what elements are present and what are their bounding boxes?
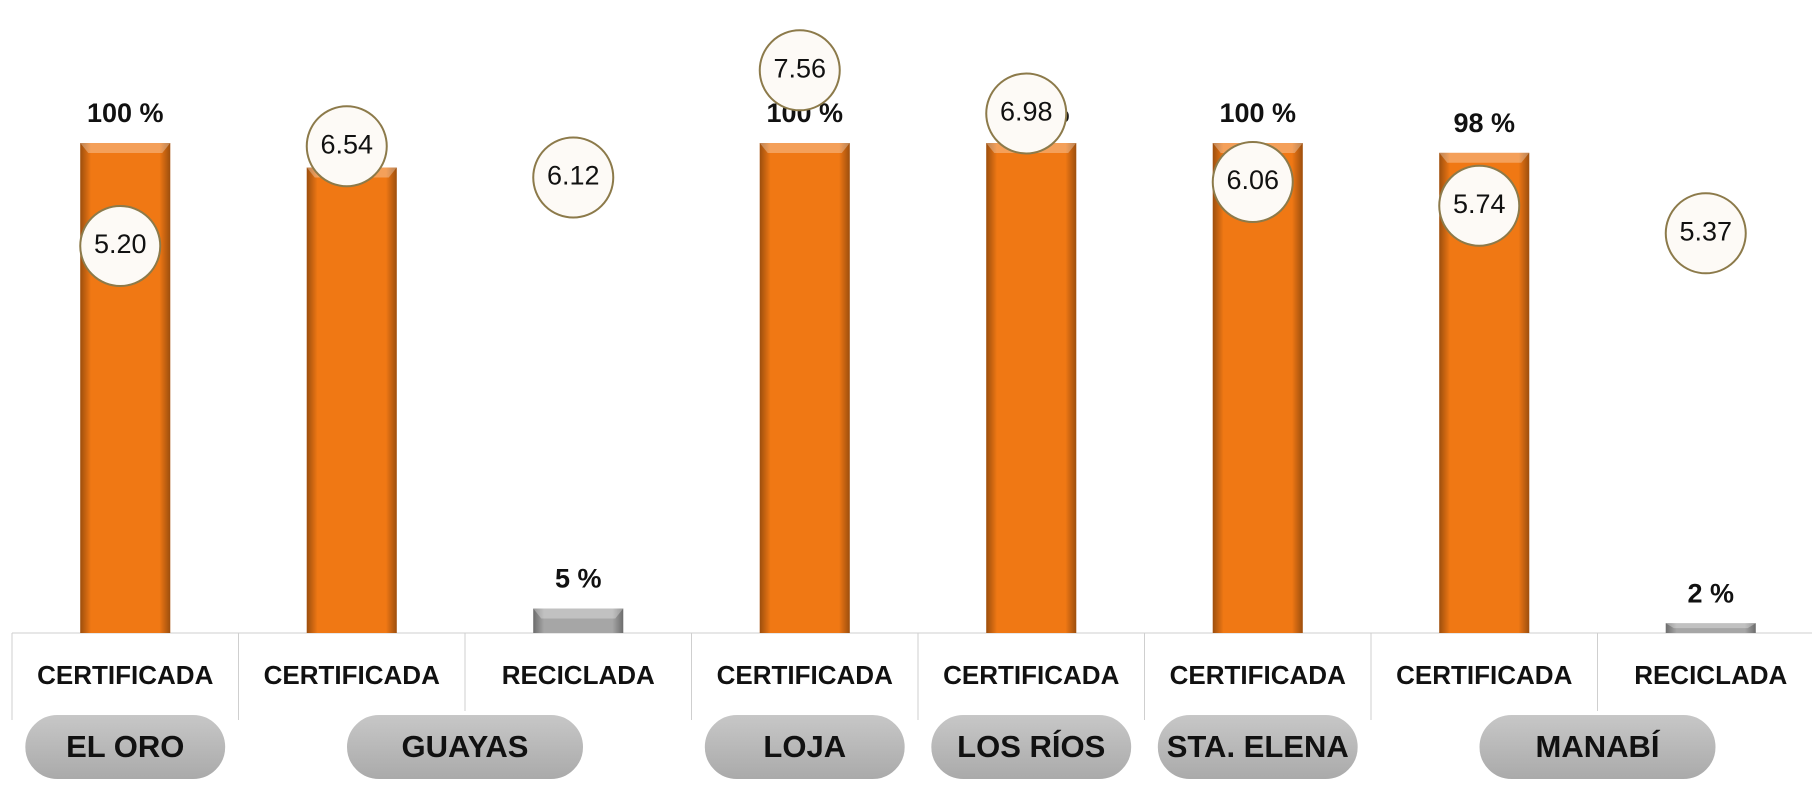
circle-label: 5.37 <box>1679 216 1732 246</box>
category-label: RECICLADA <box>502 660 655 690</box>
category-label: CERTIFICADA <box>1396 660 1572 690</box>
category-label: CERTIFICADA <box>1170 660 1346 690</box>
circle-label: 6.54 <box>320 129 373 159</box>
bar-shade <box>1212 143 1303 633</box>
group-label: LOJA <box>763 729 846 764</box>
category-label: CERTIFICADA <box>943 660 1119 690</box>
group-label: STA. ELENA <box>1167 729 1349 764</box>
value-circle <box>79 204 162 287</box>
circle-label: 6.12 <box>547 161 600 191</box>
bar-bevel <box>80 143 171 153</box>
group-pill <box>1475 711 1720 783</box>
category-label: CERTIFICADA <box>264 660 440 690</box>
group-pill <box>700 711 909 783</box>
circle-label: 5.20 <box>94 229 147 259</box>
bar-shade <box>986 143 1077 633</box>
group-label: GUAYAS <box>402 729 529 764</box>
value-circle <box>305 105 388 188</box>
category-label: RECICLADA <box>1634 660 1787 690</box>
group-label: EL ORO <box>66 729 184 764</box>
bar-shade <box>533 608 624 633</box>
group-pill <box>1153 711 1362 783</box>
value-label: 5 % <box>555 564 602 594</box>
circle-label: 5.74 <box>1453 189 1506 219</box>
category-label: CERTIFICADA <box>37 660 213 690</box>
group-pill <box>21 711 230 783</box>
bar-bevel <box>1439 152 1530 163</box>
value-circle <box>532 136 615 219</box>
group-pill <box>927 711 1136 783</box>
bar-bevel <box>533 608 624 619</box>
circle-label: 7.56 <box>773 53 826 83</box>
value-label: 2 % <box>1687 578 1734 608</box>
bar-shade <box>1665 623 1756 633</box>
value-circle <box>758 29 841 112</box>
group-pill <box>343 711 587 783</box>
value-label: 98 % <box>1453 108 1515 138</box>
value-circle <box>985 72 1068 155</box>
bar-bevel <box>759 143 850 153</box>
circle-label: 6.06 <box>1226 165 1279 195</box>
bar-shade <box>306 167 397 633</box>
value-circle <box>1211 140 1294 223</box>
value-circle <box>1438 164 1521 247</box>
group-label: LOS RÍOS <box>957 729 1105 764</box>
category-label: CERTIFICADA <box>717 660 893 690</box>
value-label: 100 % <box>87 98 164 128</box>
value-label: 100 % <box>1219 98 1296 128</box>
circle-label: 6.98 <box>1000 97 1053 127</box>
group-label: MANABÍ <box>1536 729 1661 764</box>
bar-bevel <box>1665 623 1756 629</box>
value-circle <box>1664 192 1747 275</box>
bar-shade <box>759 143 850 633</box>
